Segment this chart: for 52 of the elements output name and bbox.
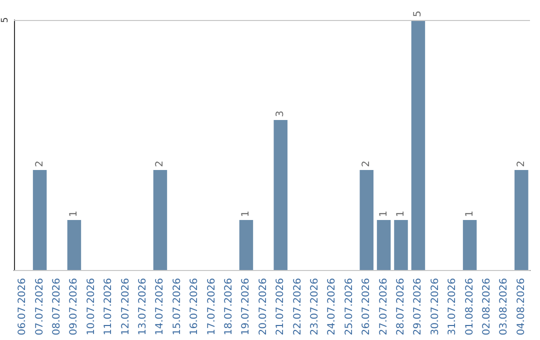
- bar: [462, 220, 477, 270]
- bar: [67, 220, 82, 270]
- x-tick-label: 22.07.2026: [292, 278, 304, 336]
- bar: [239, 220, 254, 270]
- x-tick-label: 01.08.2026: [464, 278, 476, 336]
- x-tick-label: 17.07.2026: [206, 278, 218, 336]
- x-tick-label: 15.07.2026: [172, 278, 183, 336]
- x-tick-label: 20.07.2026: [258, 278, 269, 336]
- x-tick-label: 28.07.2026: [396, 278, 406, 336]
- x-tick-label: 26.07.2026: [361, 278, 372, 336]
- x-tick-label: 09.07.2026: [68, 278, 80, 336]
- x-tick-label: 08.07.2026: [52, 278, 62, 336]
- x-tick-label: 24.07.2026: [326, 278, 338, 336]
- x-tick-label: 07.07.2026: [34, 278, 46, 336]
- data-label: 2: [154, 160, 166, 167]
- x-tick-label: 16.07.2026: [189, 278, 200, 336]
- x-tick-label: 11.07.2026: [103, 278, 114, 336]
- data-label: 1: [378, 210, 390, 217]
- x-tick-label: 21.07.2026: [275, 278, 286, 336]
- x-tick-label: 30.07.2026: [430, 278, 441, 336]
- bar: [376, 220, 391, 270]
- x-tick-label: 10.07.2026: [86, 278, 97, 336]
- x-tick-label: 12.07.2026: [120, 278, 132, 336]
- bar: [153, 170, 168, 270]
- data-label: 2: [516, 160, 527, 167]
- x-tick-label: 25.07.2026: [344, 278, 355, 336]
- bar: [514, 170, 528, 270]
- x-tick-label: 13.07.2026: [138, 278, 148, 336]
- x-tick-label: 04.08.2026: [516, 278, 527, 336]
- bar: [32, 170, 47, 270]
- x-tick-label: 02.08.2026: [482, 278, 492, 336]
- x-tick-label: 23.07.2026: [310, 278, 320, 336]
- x-tick-label: 27.07.2026: [378, 278, 390, 336]
- data-label: 1: [240, 210, 252, 217]
- bar: [394, 220, 408, 270]
- bar: [274, 120, 288, 270]
- data-label: 1: [464, 210, 476, 217]
- data-label: 5: [412, 10, 424, 17]
- data-label: 2: [34, 160, 46, 167]
- data-label: 1: [396, 210, 406, 217]
- x-tick-label: 18.07.2026: [224, 278, 234, 336]
- x-tick-label: 03.08.2026: [498, 278, 510, 336]
- bar: [360, 170, 374, 270]
- x-tick-label: 29.07.2026: [412, 278, 424, 336]
- data-label: 2: [361, 160, 372, 167]
- data-label: 3: [275, 110, 286, 117]
- data-label: 1: [68, 210, 80, 217]
- x-tick-label: 19.07.2026: [240, 278, 252, 336]
- x-tick-label: 31.07.2026: [447, 278, 458, 336]
- bar: [411, 20, 426, 270]
- x-tick-label: 06.07.2026: [17, 278, 28, 336]
- x-tick-label: 14.07.2026: [154, 278, 166, 336]
